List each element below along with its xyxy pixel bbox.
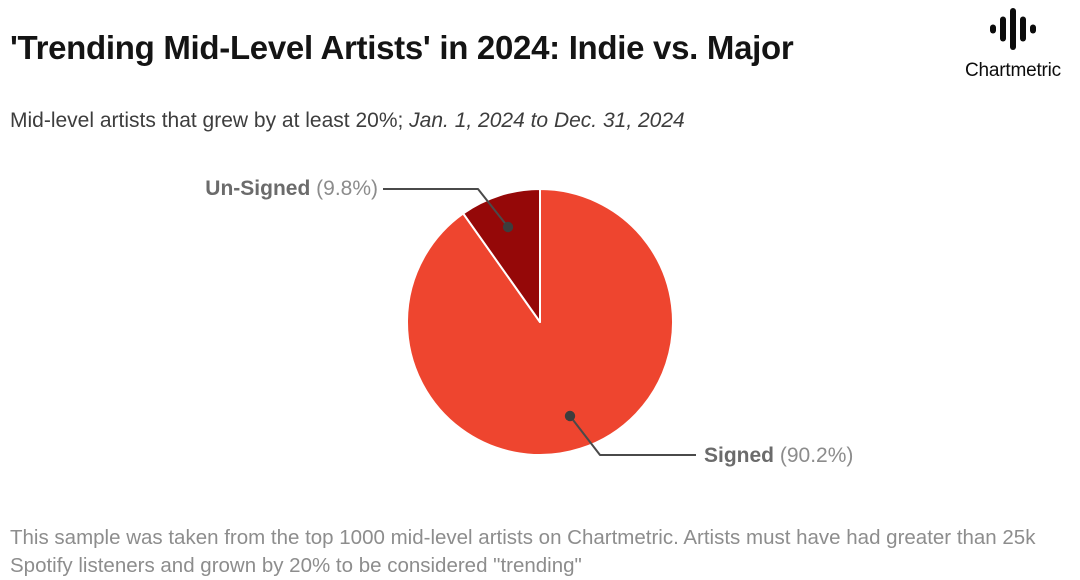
callout-line-un-signed (383, 188, 509, 228)
chartmetric-logo: Chartmetric (948, 7, 1078, 82)
pie-slice-un-signed[interactable] (462, 188, 541, 323)
methodology-note: This sample was taken from the top 1000 … (10, 525, 1036, 577)
slice-pct-un-signed: (9.8%) (316, 177, 378, 200)
callout-label-un-signed: Un-Signed (9.8%) (205, 177, 378, 201)
logo-wordmark: Chartmetric (965, 60, 1061, 81)
callout-dot-signed (564, 410, 576, 422)
callout-dot-un-signed (502, 221, 514, 233)
slice-name-un-signed: Un-Signed (205, 177, 311, 200)
callout-line-signed (569, 415, 696, 456)
slice-name-signed: Signed (704, 444, 775, 467)
subtitle-plain: Mid-level artists that grew by at least … (10, 109, 410, 132)
pie-chart (383, 188, 696, 456)
chart-subtitle: Mid-level artists that grew by at least … (10, 109, 685, 133)
subtitle-date-range: Jan. 1, 2024 to Dec. 31, 2024 (409, 109, 685, 132)
callout-label-signed: Signed (90.2%) (704, 444, 853, 468)
waveform-icon (990, 8, 1036, 50)
slice-pct-signed: (90.2%) (779, 444, 854, 467)
page-title: 'Trending Mid-Level Artists' in 2024: In… (10, 29, 794, 67)
